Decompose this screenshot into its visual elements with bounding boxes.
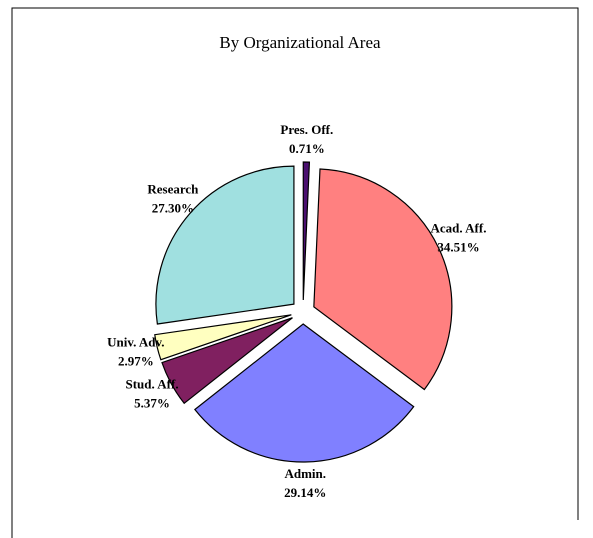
chart-title: By Organizational Area [219,33,381,52]
pie-slice [154,314,292,361]
slice-value-label: 2.97% [118,354,154,369]
slice-value-label: 0.71% [289,141,325,156]
pie-slice [161,317,293,405]
pie-slice [302,161,311,301]
pie-slice [155,165,295,325]
slice-name: Acad. Aff. [430,220,486,235]
slice-name: Research [147,181,199,196]
slice-value-label: 29.14% [284,485,326,500]
slice-name: Univ. Adv. [107,335,164,350]
chart-frame [11,7,579,538]
slice-name: Stud. Aff. [125,376,178,391]
slice-value-label: 5.37% [134,395,170,410]
pie-slice [313,168,453,391]
slice-name: Pres. Off. [280,122,333,137]
slice-value-label: 27.30% [152,200,194,215]
pie-slice [194,323,415,463]
slice-name: Admin. [284,466,326,481]
slice-value-label: 34.51% [437,239,479,254]
